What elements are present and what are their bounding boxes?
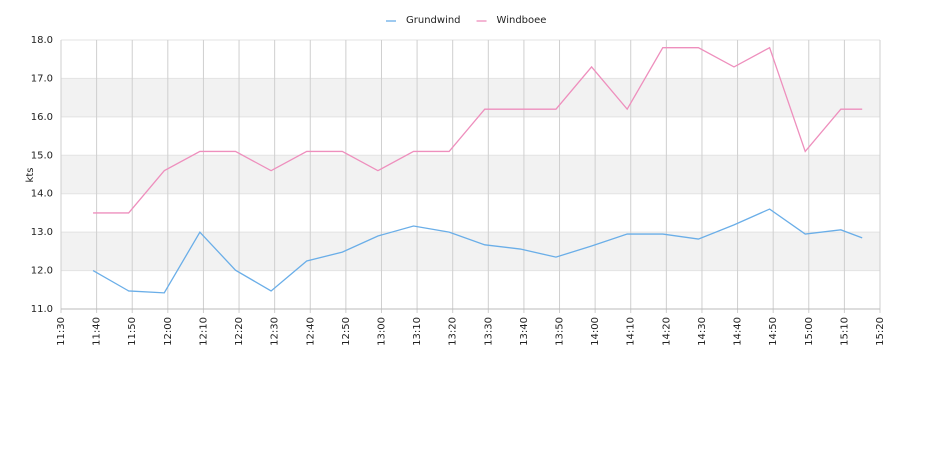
y-tick-label: 12.0 — [31, 266, 53, 277]
x-tick-label: 11:40 — [92, 317, 103, 346]
y-tick-label: 11.0 — [31, 304, 53, 315]
x-tick-label: 15:20 — [875, 317, 886, 346]
y-tick-label: 16.0 — [31, 112, 53, 123]
x-tick-label: 14:20 — [661, 317, 672, 346]
y-axis-label: kts — [25, 168, 36, 183]
x-tick-label: 12:30 — [270, 317, 281, 346]
x-tick-label: 12:00 — [163, 317, 174, 346]
x-tick-label: 15:00 — [804, 317, 815, 346]
y-tick-label: 17.0 — [31, 73, 53, 84]
x-tick-label: 13:40 — [519, 317, 530, 346]
x-tick-label: 14:00 — [590, 317, 601, 346]
x-tick-label: 12:50 — [341, 317, 352, 346]
x-tick-label: 13:30 — [483, 317, 494, 346]
x-tick-label: 14:50 — [768, 317, 779, 346]
data-line — [93, 46, 863, 214]
grid-band — [61, 78, 880, 117]
x-tick-label: 13:10 — [412, 317, 423, 346]
x-tick-label: 14:40 — [733, 317, 744, 346]
y-tick-label: 13.0 — [31, 227, 53, 238]
y-tick-label: 15.0 — [31, 150, 53, 161]
data-line — [92, 208, 863, 294]
x-tick-label: 13:00 — [376, 317, 387, 346]
legend-label: Windboee — [497, 15, 547, 26]
x-tick-label: 11:30 — [56, 317, 67, 346]
x-tick-label: 12:10 — [198, 317, 209, 346]
x-tick-label: 12:40 — [305, 317, 316, 346]
grid-band — [61, 232, 880, 271]
x-tick-label: 11:50 — [127, 317, 138, 346]
x-tick-label: 13:50 — [555, 317, 566, 346]
legend-label: Grundwind — [406, 15, 461, 26]
x-tick-label: 12:20 — [234, 317, 245, 346]
y-tick-label: 14.0 — [31, 189, 53, 200]
x-tick-label: 14:30 — [697, 317, 708, 346]
grid-band — [61, 155, 880, 194]
x-tick-label: 14:10 — [626, 317, 637, 346]
x-tick-label: 15:10 — [839, 317, 850, 346]
y-tick-label: 18.0 — [31, 35, 53, 46]
x-tick-label: 13:20 — [448, 317, 459, 346]
